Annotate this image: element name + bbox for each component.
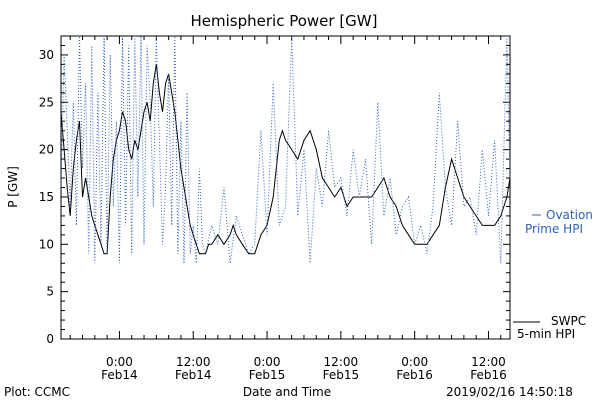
legend-swpc: SWPC 5-min HPI (513, 314, 586, 341)
x-axis-label: Date and Time (243, 385, 331, 399)
x-tick-label-date: Feb16 (396, 368, 433, 382)
y-tick-label: 20 (39, 143, 54, 157)
x-tick-label-date: Feb16 (470, 368, 507, 382)
y-tick-label: 10 (39, 237, 54, 251)
y-tick-label: 0 (46, 332, 54, 346)
y-axis: 0 5 10 15 20 25 30 (39, 35, 510, 346)
legend-ovation-line1: Ovation (546, 208, 593, 222)
x-tick-label-date: Feb15 (249, 368, 286, 382)
x-tick-label-time: 12:00 (324, 355, 359, 369)
x-tick-label-date: Feb14 (101, 368, 138, 382)
series-ovation-line (60, 35, 511, 264)
series-swpc-line (60, 64, 511, 255)
y-tick-label: 15 (39, 190, 54, 204)
plot-timestamp: 2019/02/16 14:50:18 (446, 385, 573, 399)
chart-title: Hemispheric Power [GW] (191, 12, 378, 30)
y-tick-label: 25 (39, 95, 54, 109)
y-tick-label: 30 (39, 48, 54, 62)
x-tick-label-time: 12:00 (176, 355, 211, 369)
x-axis: 0:00Feb1412:00Feb140:00Feb1512:00Feb150:… (69, 36, 507, 382)
x-tick-label-date: Feb15 (323, 368, 360, 382)
legend-swpc-line1: SWPC (551, 314, 586, 328)
legend-ovation-line2: Prime HPI (525, 222, 583, 236)
legend-ovation: Ovation Prime HPI (525, 208, 593, 236)
y-axis-label: P [GW] (6, 166, 20, 208)
x-tick-label-time: 0:00 (106, 355, 133, 369)
x-tick-label-time: 0:00 (254, 355, 281, 369)
legend-swpc-line2: 5-min HPI (517, 327, 575, 341)
series-layer (60, 35, 511, 264)
y-tick-label: 5 (46, 285, 54, 299)
x-tick-label-time: 12:00 (471, 355, 506, 369)
x-tick-label-date: Feb14 (175, 368, 212, 382)
plot-credit: Plot: CCMC (4, 385, 70, 399)
x-tick-label-time: 0:00 (401, 355, 428, 369)
